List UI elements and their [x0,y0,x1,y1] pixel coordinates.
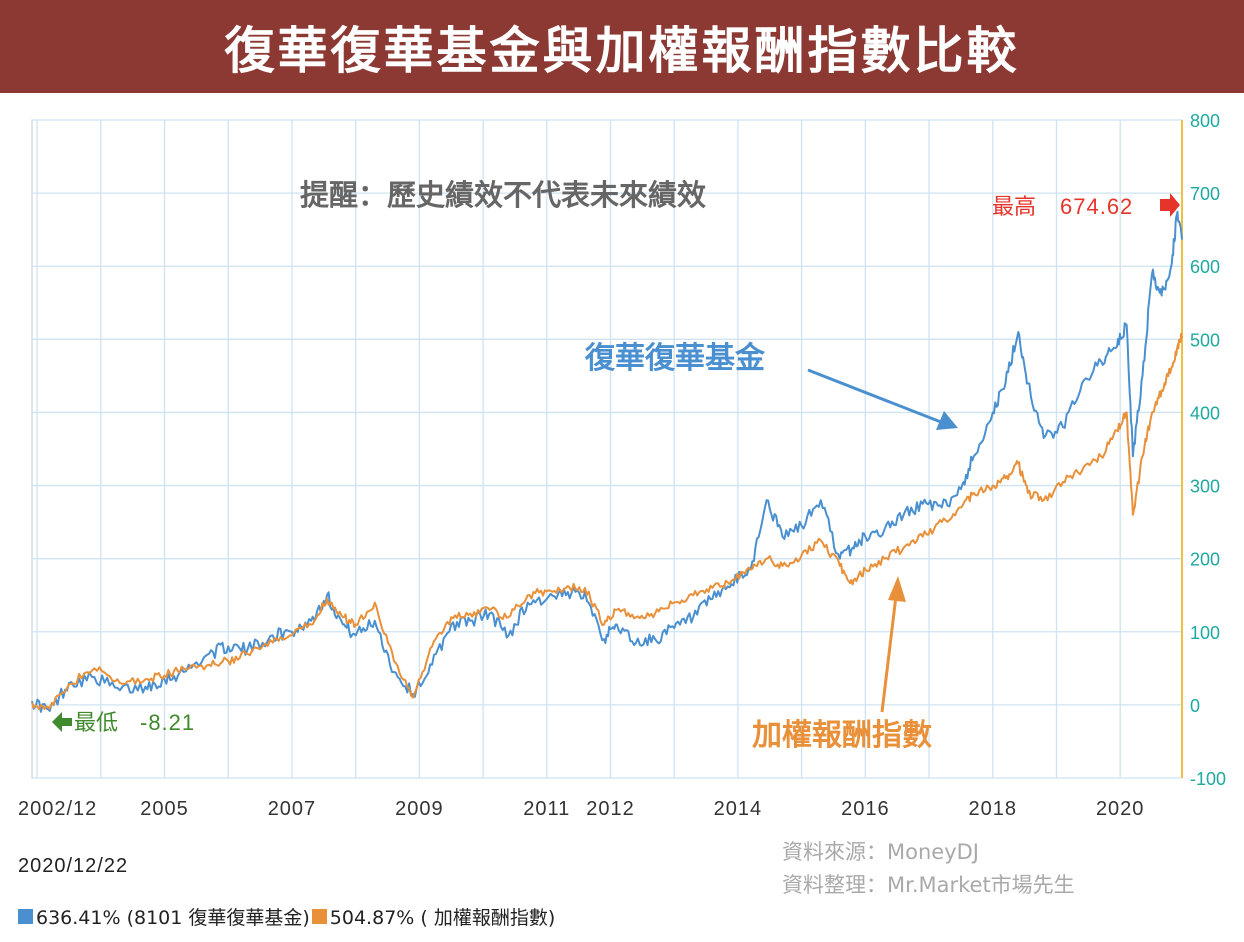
y-tick-label: 500 [1190,330,1220,350]
y-tick-label: 200 [1190,550,1220,570]
index-arrow-head [888,576,906,602]
x-tick-label: 2020 [1096,798,1145,820]
x-tick-label: 2002/12 [18,798,97,820]
x-tick-label: 2014 [714,798,763,820]
legend: 636.41% (8101 復華復華基金) 504.87% ( 加權報酬指數) [18,903,555,930]
y-tick-label: 100 [1190,623,1220,643]
y-tick-label: 600 [1190,257,1220,277]
series-line-fund [31,210,1183,713]
chart-series [31,210,1183,713]
high-annotation-value: 674.62 [1060,194,1133,219]
x-tick-label: 2009 [395,798,444,820]
fund-arrow-head [936,411,958,430]
legend-swatch-fund [18,909,33,924]
legend-fund-text: 636.41% (8101 復華復華基金) [36,907,310,929]
x-tick-label: 2007 [268,798,317,820]
fund-annotation-arrow [807,368,947,426]
chart-grid [31,119,1183,779]
reminder-text: 提醒：歷史績效不代表未來績效 [300,178,706,212]
title-bar: 復華復華基金與加權報酬指數比較 [0,0,1244,93]
legend-index-text: 504.87% ( 加權報酬指數) [329,907,556,929]
fund-annotation-label: 復華復華基金 [584,341,766,376]
y-tick-label: 0 [1190,696,1200,716]
low-annotation-value: -8.21 [140,710,195,735]
index-annotation-label: 加權報酬指數 [752,718,932,753]
x-tick-label: 2018 [969,798,1018,820]
high-arrow-icon [1160,193,1180,217]
y-tick-label: 400 [1190,403,1220,423]
index-annotation-arrow [880,595,898,713]
line-chart: 800 700 600 500 400 300 200 100 0 -100 2002/12 2005… [18,111,1226,820]
chart-axes: 800 700 600 500 400 300 200 100 0 -100 2002/12 2005… [18,111,1226,820]
x-tick-label: 2011 [523,798,570,820]
chart-title: 復華復華基金與加權報酬指數比較 [224,21,1020,80]
source-text: 資料來源：MoneyDJ [782,840,979,864]
y-tick-label: 700 [1190,184,1220,204]
report-date: 2020/12/22 [18,855,129,877]
y-tick-label: 300 [1190,477,1220,497]
y-tick-label: -100 [1190,769,1226,789]
high-annotation-label: 最高 [992,195,1036,220]
compiled-by-text: 資料整理：Mr.Market市場先生 [782,873,1075,897]
x-tick-label: 2016 [841,798,890,820]
legend-swatch-index [311,909,327,924]
low-annotation-label: 最低 [74,711,118,736]
low-arrow-icon [52,712,72,732]
y-tick-label: 800 [1190,111,1220,131]
x-tick-label: 2012 [586,798,635,820]
x-tick-label: 2005 [140,798,189,820]
series-line-index [31,332,1183,711]
